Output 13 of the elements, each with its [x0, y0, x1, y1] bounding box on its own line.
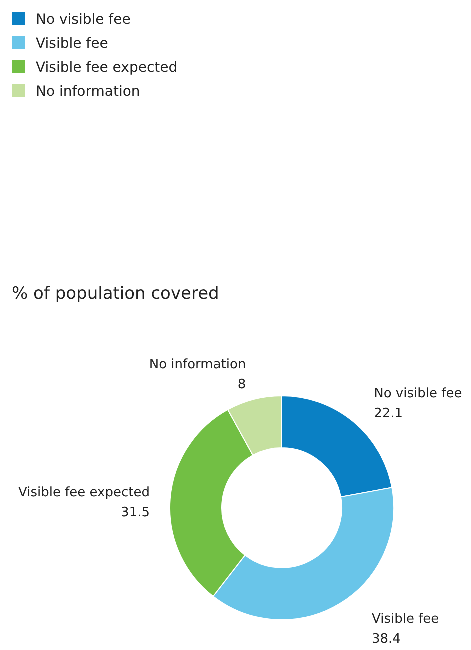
slice-label: No information [149, 358, 246, 373]
slice-label: No visible fee [374, 386, 462, 402]
slice-label: Visible fee [372, 612, 440, 627]
legend-label: No visible fee [36, 12, 131, 28]
text: % of population covered [12, 284, 220, 304]
data-label: 31.5 [121, 506, 150, 521]
data-label: 38.4 [372, 632, 401, 647]
slice-label: Visible fee expected [18, 486, 150, 501]
legend-label: No information [36, 84, 140, 100]
legend-label: Visible fee [36, 36, 108, 52]
data-label: 22.1 [374, 406, 404, 422]
legend-label: Visible fee expected [36, 60, 178, 76]
data-label: 8 [238, 378, 246, 393]
